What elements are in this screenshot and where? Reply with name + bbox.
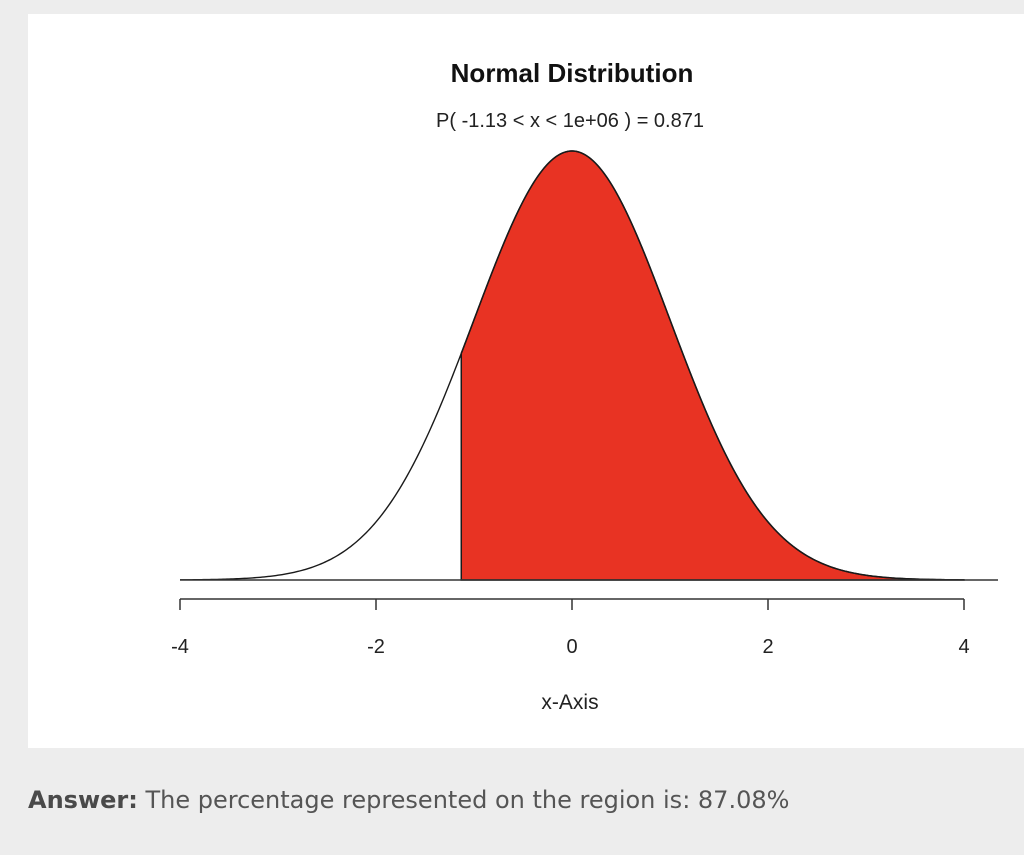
shaded-region [460, 150, 965, 581]
x-tick-label: -4 [171, 636, 189, 658]
answer-text: Answer: The percentage represented on th… [28, 786, 789, 814]
chart-panel: Normal Distribution P( -1.13 < x < 1e+06… [28, 14, 1024, 748]
x-tick-label: 2 [762, 636, 773, 658]
chart-subtitle: P( -1.13 < x < 1e+06 ) = 0.871 [436, 110, 704, 132]
answer-body: The percentage represented on the region… [137, 786, 790, 814]
x-axis-label: x-Axis [541, 691, 598, 714]
density-curve [179, 150, 965, 581]
answer-label: Answer: [28, 786, 138, 814]
chart-title: Normal Distribution [451, 58, 694, 88]
x-axis-ticks: -4 -2 0 2 4 [171, 599, 970, 658]
x-tick-label: 0 [566, 636, 577, 658]
normal-distribution-chart: Normal Distribution P( -1.13 < x < 1e+06… [171, 58, 998, 714]
x-tick-label: -2 [367, 636, 385, 658]
x-tick-label: 4 [958, 636, 969, 658]
